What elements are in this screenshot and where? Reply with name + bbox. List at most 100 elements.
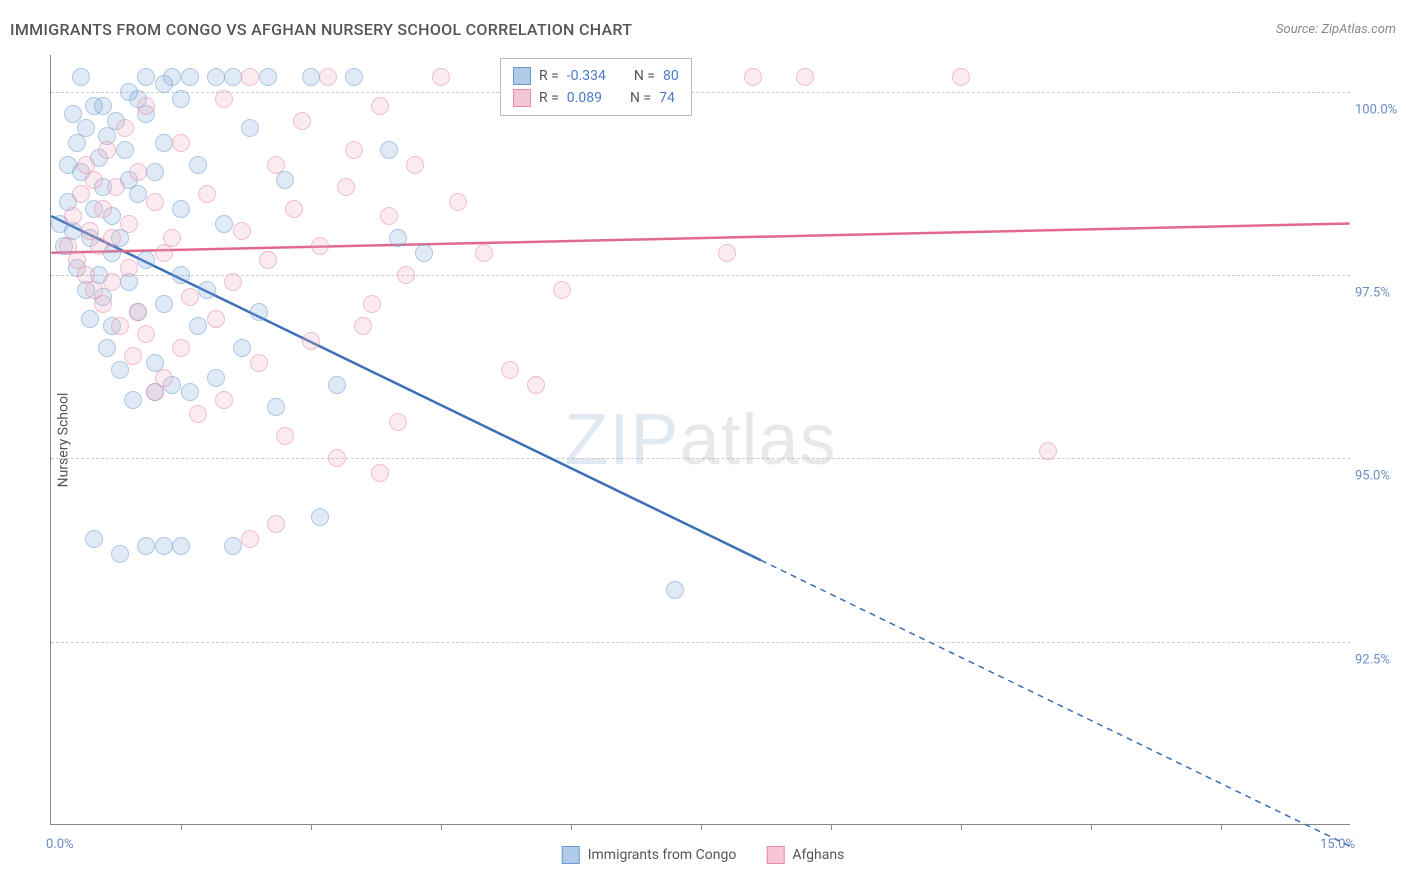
data-point — [116, 119, 134, 137]
r-value-0: -0.334 — [567, 68, 606, 84]
x-min-label: 0.0% — [46, 837, 74, 852]
data-point — [718, 244, 736, 262]
data-point — [189, 405, 207, 423]
data-point — [94, 295, 112, 313]
data-point — [267, 156, 285, 174]
data-point — [432, 68, 450, 86]
x-max-label: 15.0% — [1320, 837, 1355, 852]
data-point — [259, 251, 277, 269]
legend-stats: R = -0.334 N = 80 R = 0.089 N = 74 — [500, 58, 692, 116]
data-point — [215, 391, 233, 409]
data-point — [172, 339, 190, 357]
data-point — [116, 141, 134, 159]
data-point — [744, 68, 762, 86]
data-point — [172, 134, 190, 152]
data-point — [276, 427, 294, 445]
legend-item-0: Immigrants from Congo — [562, 846, 737, 864]
legend-row-1: R = 0.089 N = 74 — [513, 87, 679, 109]
data-point — [215, 215, 233, 233]
data-point — [207, 310, 225, 328]
data-point — [380, 141, 398, 159]
legend-swatch-icon — [766, 846, 784, 864]
data-point — [155, 369, 173, 387]
data-point — [155, 75, 173, 93]
data-point — [233, 222, 251, 240]
legend-item-1: Afghans — [766, 846, 844, 864]
n-value-1: 74 — [659, 90, 675, 106]
data-point — [181, 383, 199, 401]
data-point — [527, 376, 545, 394]
data-point — [163, 229, 181, 247]
data-point — [64, 207, 82, 225]
data-point — [98, 339, 116, 357]
data-point — [666, 581, 684, 599]
data-point — [103, 229, 121, 247]
legend-series: Immigrants from Congo Afghans — [562, 846, 845, 864]
data-point — [415, 244, 433, 262]
r-label: R = — [539, 90, 559, 106]
data-point — [120, 83, 138, 101]
data-point — [172, 266, 190, 284]
data-point — [1039, 442, 1057, 460]
x-tick — [311, 824, 312, 830]
data-point — [111, 317, 129, 335]
legend-swatch-1 — [513, 89, 531, 107]
data-point — [146, 193, 164, 211]
data-point — [311, 508, 329, 526]
data-point — [94, 97, 112, 115]
data-point — [302, 68, 320, 86]
x-tick — [701, 824, 702, 830]
data-point — [111, 361, 129, 379]
data-point — [172, 200, 190, 218]
source-label: Source: ZipAtlas.com — [1276, 22, 1396, 37]
data-point — [345, 68, 363, 86]
data-point — [85, 530, 103, 548]
data-point — [952, 68, 970, 86]
y-tick-label: 100.0% — [1355, 102, 1405, 117]
data-point — [328, 376, 346, 394]
data-point — [81, 310, 99, 328]
data-point — [328, 449, 346, 467]
data-point — [241, 68, 259, 86]
x-tick — [441, 824, 442, 830]
x-tick — [571, 824, 572, 830]
data-point — [189, 156, 207, 174]
r-value-1: 0.089 — [567, 90, 602, 106]
data-point — [233, 339, 251, 357]
data-point — [129, 163, 147, 181]
legend-swatch-0 — [513, 67, 531, 85]
data-point — [155, 295, 173, 313]
x-tick — [831, 824, 832, 830]
data-point — [137, 537, 155, 555]
data-point — [137, 97, 155, 115]
data-point — [120, 259, 138, 277]
trend-lines — [51, 55, 1350, 824]
data-point — [311, 237, 329, 255]
data-point — [259, 68, 277, 86]
data-point — [285, 200, 303, 218]
data-point — [796, 68, 814, 86]
data-point — [111, 545, 129, 563]
data-point — [77, 119, 95, 137]
data-point — [137, 68, 155, 86]
data-point — [224, 537, 242, 555]
data-point — [371, 97, 389, 115]
data-point — [207, 369, 225, 387]
data-point — [172, 90, 190, 108]
data-point — [389, 229, 407, 247]
data-point — [371, 464, 389, 482]
y-tick-label: 97.5% — [1355, 286, 1405, 301]
data-point — [250, 303, 268, 321]
data-point — [72, 68, 90, 86]
data-point — [181, 68, 199, 86]
n-label: N = — [630, 90, 651, 106]
data-point — [124, 391, 142, 409]
data-point — [354, 317, 372, 335]
data-point — [241, 119, 259, 137]
data-point — [397, 266, 415, 284]
data-point — [293, 112, 311, 130]
data-point — [475, 244, 493, 262]
chart-title: IMMIGRANTS FROM CONGO VS AFGHAN NURSERY … — [10, 20, 632, 39]
data-point — [224, 68, 242, 86]
data-point — [129, 303, 147, 321]
